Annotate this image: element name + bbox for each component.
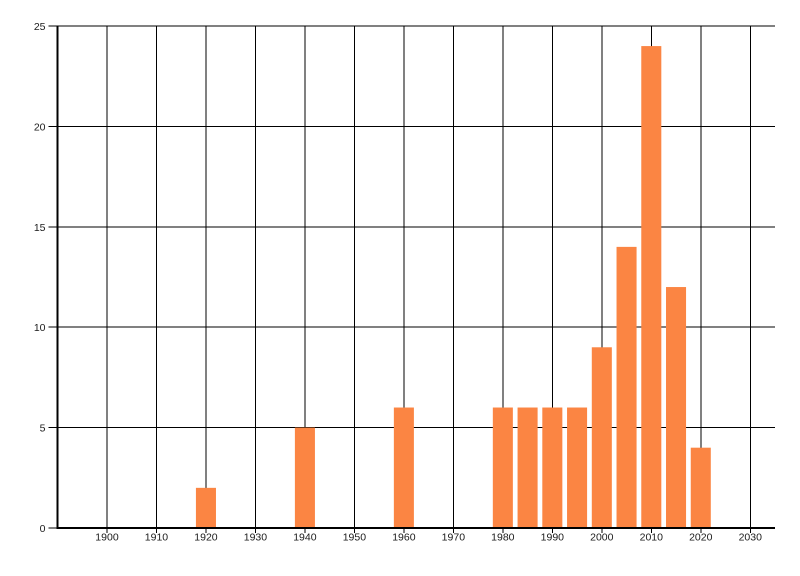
x-tick-label-1920: 1920 [194,532,218,544]
bar-2010 [641,46,662,528]
bar-2020 [690,447,711,528]
bar-2005 [616,246,637,528]
x-tick-label-2000: 2000 [590,532,614,544]
bar-1960 [393,407,414,528]
y-tick-label-10: 10 [34,322,46,334]
bar-2015 [666,287,687,528]
bar-1995 [567,407,588,528]
bar-1940 [294,427,315,528]
y-tick-label-0: 0 [40,523,46,535]
x-tick-label-1900: 1900 [95,532,119,544]
bar-1980 [492,407,513,528]
x-tick-label-1960: 1960 [392,532,416,544]
x-tick-label-1980: 1980 [491,532,515,544]
y-tick-label-5: 5 [40,423,46,435]
x-tick-label-1910: 1910 [145,532,169,544]
bar-2000 [591,347,612,528]
y-tick-label-20: 20 [34,121,46,133]
x-tick-label-1930: 1930 [244,532,268,544]
y-tick-label-15: 15 [34,222,46,234]
x-tick-label-2010: 2010 [640,532,664,544]
x-tick-label-2020: 2020 [689,532,713,544]
bar-1920 [195,487,216,528]
bar-1985 [517,407,538,528]
y-tick-label-25: 25 [34,21,46,33]
x-tick-label-1990: 1990 [541,532,565,544]
x-tick-label-1950: 1950 [343,532,367,544]
x-tick-label-1970: 1970 [442,532,466,544]
x-tick-label-2030: 2030 [739,532,763,544]
x-tick-label-1940: 1940 [293,532,317,544]
bar-1990 [542,407,563,528]
